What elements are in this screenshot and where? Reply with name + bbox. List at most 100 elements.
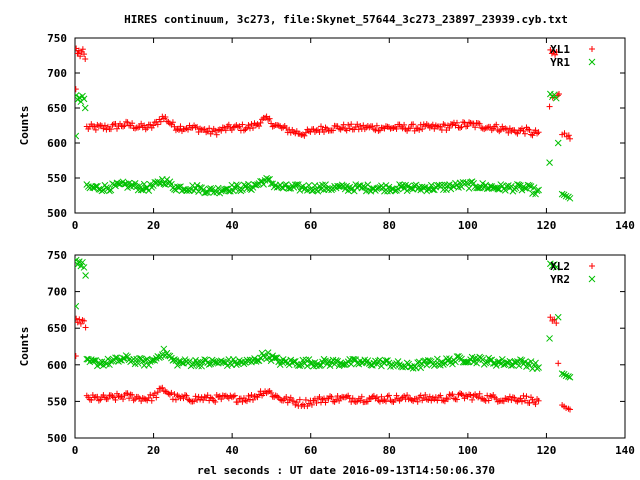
point-xl2: [526, 399, 533, 406]
point-xl1: [249, 124, 256, 131]
point-xl2: [95, 397, 102, 404]
point-xl2: [404, 392, 411, 399]
point-xl1: [101, 122, 108, 129]
point-xl2: [245, 392, 252, 399]
point-xl2: [256, 391, 263, 398]
point-xl2: [358, 393, 365, 400]
point-yr1: [81, 104, 89, 112]
point-xl2: [518, 398, 525, 405]
point-yr2: [560, 370, 568, 378]
point-yr2: [198, 362, 205, 370]
point-yr2: [535, 364, 542, 371]
point-xl1: [565, 132, 572, 139]
point-yr2: [90, 357, 98, 364]
x-tick-label: 80: [383, 444, 396, 457]
point-xl1: [393, 125, 400, 132]
x-tick-label: 0: [72, 219, 79, 232]
x-tick-label: 140: [615, 219, 635, 232]
x-tick-label: 20: [147, 444, 160, 457]
point-xl2: [521, 397, 528, 404]
point-xl2: [449, 391, 456, 398]
point-xl1: [129, 120, 136, 127]
point-xl2: [500, 398, 507, 405]
point-xl2: [455, 391, 462, 398]
point-xl2: [532, 401, 539, 408]
point-yr2: [417, 364, 425, 372]
point-yr1: [140, 180, 148, 188]
point-xl2: [204, 392, 211, 399]
point-xl2: [481, 396, 488, 403]
point-xl1: [514, 130, 521, 137]
point-xl1: [446, 124, 453, 131]
y-tick-label: 700: [47, 286, 67, 299]
point-xl1: [150, 122, 157, 129]
point-xl2: [420, 395, 427, 402]
point-xl1: [464, 123, 471, 130]
point-yr1: [501, 187, 509, 194]
chart-title: HIRES continuum, 3c273, file:Skynet_5764…: [124, 13, 568, 26]
point-xl1: [169, 119, 176, 126]
point-yr2: [316, 362, 323, 370]
x-tick-label: 60: [304, 219, 317, 232]
point-xl1: [546, 103, 553, 110]
point-xl2: [194, 396, 201, 403]
point-xl2: [159, 384, 166, 391]
point-yr1: [489, 184, 497, 192]
point-xl1: [212, 127, 219, 134]
point-xl2: [461, 395, 468, 402]
point-xl1: [443, 127, 450, 134]
point-xl1: [81, 51, 88, 58]
point-xl1: [346, 125, 353, 132]
point-xl1: [242, 126, 249, 133]
point-xl1: [283, 125, 290, 132]
point-xl2: [172, 396, 179, 403]
point-xl1: [476, 120, 483, 127]
point-yr1: [75, 132, 80, 140]
point-xl1: [330, 127, 337, 134]
x-axis-label: rel seconds : UT date 2016-09-13T14:50:0…: [197, 464, 495, 477]
point-xl1: [92, 126, 99, 133]
point-xl1: [266, 115, 273, 122]
point-xl2: [561, 403, 568, 410]
data-points: [75, 256, 574, 413]
point-xl2: [218, 396, 225, 403]
x-tick-label: 60: [304, 444, 317, 457]
point-yr1: [515, 181, 523, 189]
point-xl2: [180, 395, 187, 402]
point-xl2: [437, 392, 444, 399]
point-yr2: [565, 373, 572, 380]
point-xl2: [82, 324, 89, 331]
point-yr1: [532, 190, 539, 198]
point-yr2: [116, 356, 124, 364]
point-yr1: [131, 180, 139, 187]
point-xl2: [201, 393, 208, 400]
point-xl1: [535, 129, 542, 136]
legend-label: XL1: [550, 43, 570, 56]
point-xl1: [567, 135, 573, 142]
point-xl1: [547, 46, 554, 53]
point-xl1: [248, 121, 255, 128]
point-xl2: [302, 396, 309, 403]
point-yr1: [518, 186, 526, 194]
point-xl1: [453, 119, 460, 126]
point-xl1: [107, 126, 114, 133]
point-yr1: [427, 181, 435, 189]
point-xl2: [352, 399, 359, 406]
point-xl2: [520, 392, 527, 399]
point-xl2: [453, 396, 460, 403]
point-xl2: [174, 392, 181, 399]
point-yr2: [205, 361, 213, 368]
point-xl2: [469, 396, 476, 403]
point-xl1: [222, 127, 229, 134]
point-xl1: [259, 116, 266, 123]
point-xl1: [175, 126, 182, 133]
point-xl2: [75, 353, 79, 360]
point-xl2: [77, 320, 84, 327]
point-xl1: [472, 124, 479, 131]
point-xl2: [290, 398, 297, 405]
x-tick-label: 120: [536, 219, 556, 232]
point-xl1: [354, 121, 361, 128]
point-xl1: [317, 123, 324, 130]
point-yr1: [137, 186, 145, 194]
point-xl1: [416, 126, 423, 133]
